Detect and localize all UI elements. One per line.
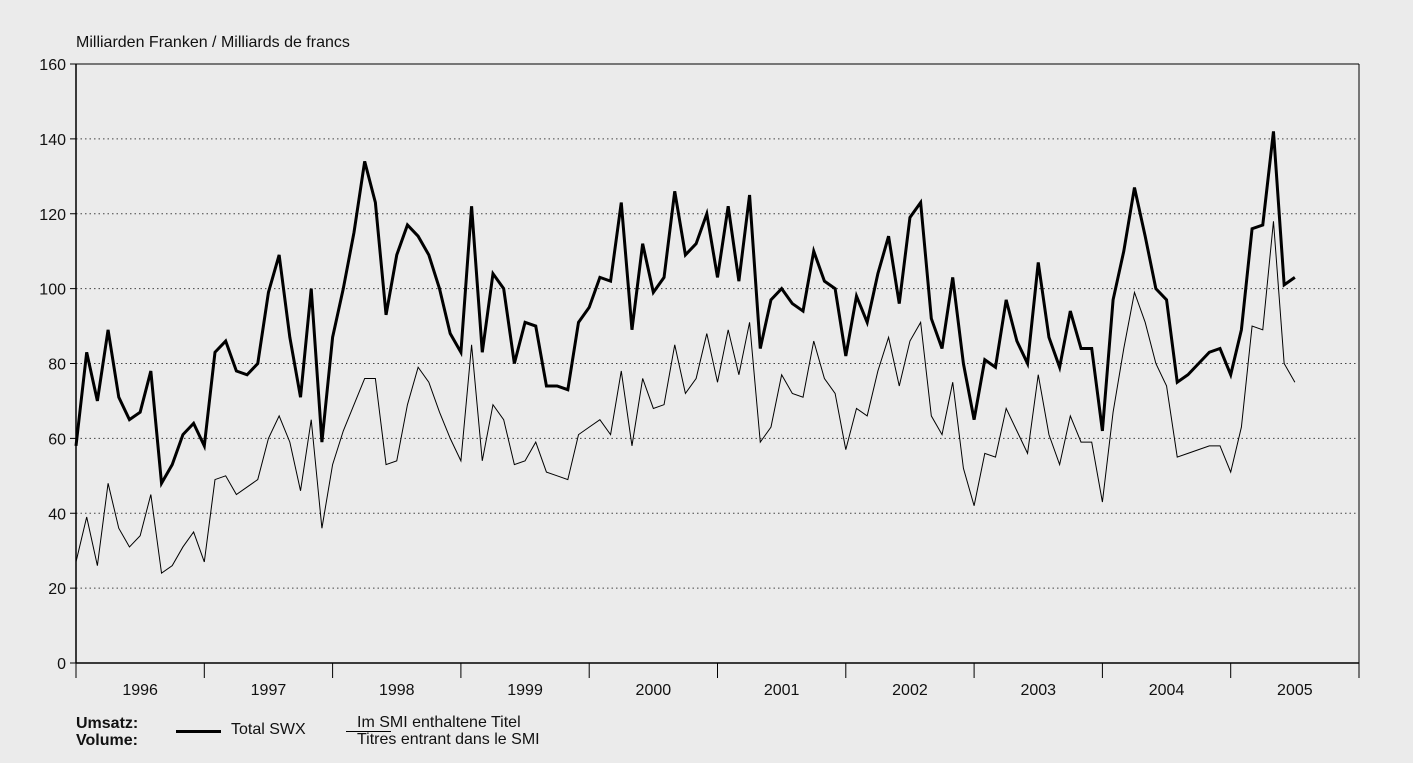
x-tick-labels: 1996 1997 1998 1999 2000 2001 2002 2003 2004 2005	[122, 682, 1312, 699]
y-tick-label: 60	[48, 431, 66, 448]
y-axis-unit-label: Milliarden Franken / Milliards de francs	[76, 34, 350, 51]
legend-title-de: Umsatz:	[76, 715, 139, 732]
x-tick-label: 2004	[1149, 682, 1185, 699]
y-tick-label: 20	[48, 581, 66, 598]
legend-label-total-swx: Total SWX	[231, 721, 306, 738]
y-tick-label: 80	[48, 357, 66, 374]
legend-label-smi-fr: Titres entrant dans le SMI	[357, 731, 540, 748]
y-tick-label: 40	[48, 506, 66, 523]
x-tick-label: 2000	[636, 682, 672, 699]
x-tick-label: 1997	[251, 682, 287, 699]
y-tick-labels: 0 20 40 60 80 100 120 140 160	[39, 57, 66, 673]
x-tick-label: 2002	[892, 682, 928, 699]
series-layer	[74, 131, 1296, 575]
legend-swatch-smi-titles	[346, 731, 391, 732]
legend-swatch-total-swx	[176, 730, 221, 733]
series-line-smi-titles	[75, 221, 1296, 575]
axes	[70, 63, 1360, 678]
gridlines	[76, 63, 1359, 589]
x-tick-label: 2001	[764, 682, 800, 699]
x-tick-label: 2003	[1020, 682, 1056, 699]
x-tick-label: 2005	[1277, 682, 1313, 699]
y-tick-label: 0	[57, 656, 66, 673]
y-tick-label: 140	[39, 132, 66, 149]
x-tick-label: 1999	[507, 682, 543, 699]
x-tick-label: 1996	[122, 682, 158, 699]
legend-label-smi-titles: Im SMI enthaltene Titel Titres entrant d…	[357, 714, 540, 748]
series-line-total-swx	[74, 131, 1296, 489]
y-tick-label: 100	[39, 282, 66, 299]
legend-title-fr: Volume:	[76, 732, 138, 749]
legend-label-smi-de: Im SMI enthaltene Titel	[357, 714, 521, 731]
x-tick-label: 1998	[379, 682, 415, 699]
legend-title: Umsatz: Volume:	[76, 715, 138, 749]
y-tick-label: 160	[39, 57, 66, 74]
y-tick-label: 120	[39, 207, 66, 224]
